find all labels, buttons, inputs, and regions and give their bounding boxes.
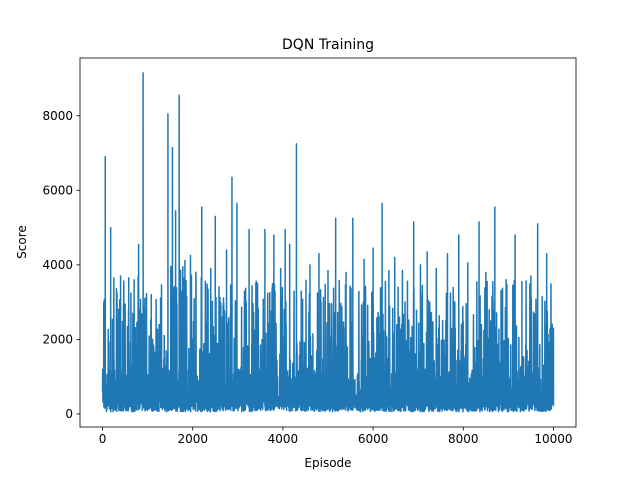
x-tick-label: 10000 — [534, 432, 572, 446]
y-tick-label: 6000 — [42, 183, 73, 197]
y-tick-label: 8000 — [42, 109, 73, 123]
y-axis-label: Score — [15, 225, 29, 259]
y-tick-label: 4000 — [42, 258, 73, 272]
series-line-score — [101, 72, 555, 413]
x-tick-label: 6000 — [358, 432, 389, 446]
x-tick-label: 4000 — [268, 432, 299, 446]
y-tick-label: 2000 — [42, 332, 73, 346]
x-tick-label: 2000 — [177, 432, 208, 446]
plot-frame — [79, 57, 577, 428]
chart-title: DQN Training — [282, 37, 374, 53]
y-tick-label: 0 — [65, 407, 73, 421]
x-tick-label: 8000 — [448, 432, 479, 446]
x-tick-label: 0 — [99, 432, 107, 446]
axes-layer: 0 2000 4000 6000 8000 10000 0 2000 4000 6000 8000 — [42, 57, 577, 446]
x-axis-label: Episode — [304, 456, 351, 470]
series-layer — [101, 72, 555, 413]
